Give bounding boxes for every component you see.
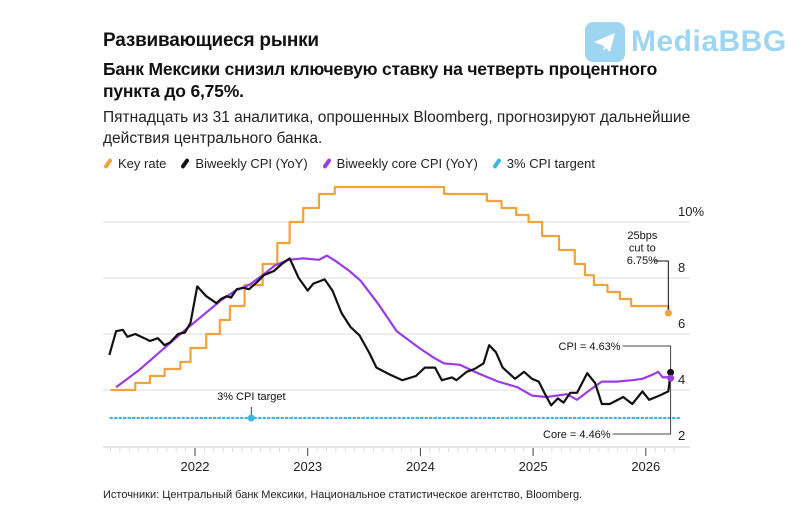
- chart-headline: Банк Мексики снизил ключевую ставку на ч…: [103, 59, 658, 101]
- chart-legend: Key rate Biweekly CPI (YoY) Biweekly cor…: [103, 156, 609, 171]
- watermark-text: MediaBBG: [631, 25, 787, 58]
- source-note: Источники: Центральный банк Мексики, Нац…: [103, 489, 583, 501]
- telegram-plane-icon: [585, 22, 625, 62]
- legend-item-cpi: Biweekly CPI (YoY): [180, 156, 308, 171]
- y-tick-label: 6: [678, 316, 685, 331]
- chart-kicker: Развивающиеся рынки: [103, 30, 319, 51]
- annotation-key-rate-text: cut to: [629, 243, 656, 255]
- watermark: MediaBBG: [585, 22, 787, 62]
- series-line-key-rate: [110, 185, 670, 392]
- annotation-target-text: 3% CPI target: [217, 391, 285, 403]
- series-line-biweekly-cpi-yoy-: [108, 257, 672, 407]
- legend-label: Biweekly CPI (YoY): [195, 156, 308, 171]
- series-line-biweekly-core-cpi-yoy-: [115, 254, 671, 401]
- legend-item-key-rate: Key rate: [103, 156, 166, 171]
- y-tick-label: 10%: [678, 204, 704, 219]
- end-dot-key-rate: [664, 309, 672, 317]
- x-tick-label: 2025: [519, 459, 548, 474]
- x-tick-label: 2022: [181, 459, 210, 474]
- legend-label: 3% CPI targent: [506, 156, 595, 171]
- end-dot-core-cpi: [667, 374, 675, 382]
- legend-label: Key rate: [118, 156, 167, 171]
- series-lines: [108, 185, 681, 420]
- annotation-core-text: Core = 4.46%: [543, 429, 611, 441]
- chart-subhead: Пятнадцать из 31 аналитика, опрошенных B…: [103, 109, 691, 147]
- gridlines: 10% 8 6 4 2: [103, 204, 704, 443]
- x-axis: 2022 2023 2024 2025 2026: [103, 446, 690, 474]
- y-tick-label: 8: [678, 260, 685, 275]
- target-marker-dot: [247, 414, 255, 422]
- legend-item-target: 3% CPI targent: [492, 156, 595, 171]
- end-dot-cpi: [667, 368, 675, 376]
- legend-label: Biweekly core CPI (YoY): [336, 156, 478, 171]
- y-tick-label: 4: [678, 372, 685, 387]
- x-tick-label: 2026: [631, 459, 660, 474]
- annotation-leader: [612, 377, 672, 435]
- y-tick-label: 2: [678, 428, 685, 443]
- annotation-key-rate-text: 25bps: [627, 230, 657, 242]
- x-tick-label: 2024: [406, 459, 435, 474]
- annotation-key-rate-text: 6.75%: [627, 255, 658, 267]
- annotation-leader: [622, 345, 672, 373]
- legend-item-core-cpi: Biweekly core CPI (YoY): [321, 156, 478, 171]
- annotation-cpi-text: CPI = 4.63%: [559, 341, 621, 353]
- x-tick-label: 2023: [293, 459, 322, 474]
- annotation-leader: [654, 260, 669, 313]
